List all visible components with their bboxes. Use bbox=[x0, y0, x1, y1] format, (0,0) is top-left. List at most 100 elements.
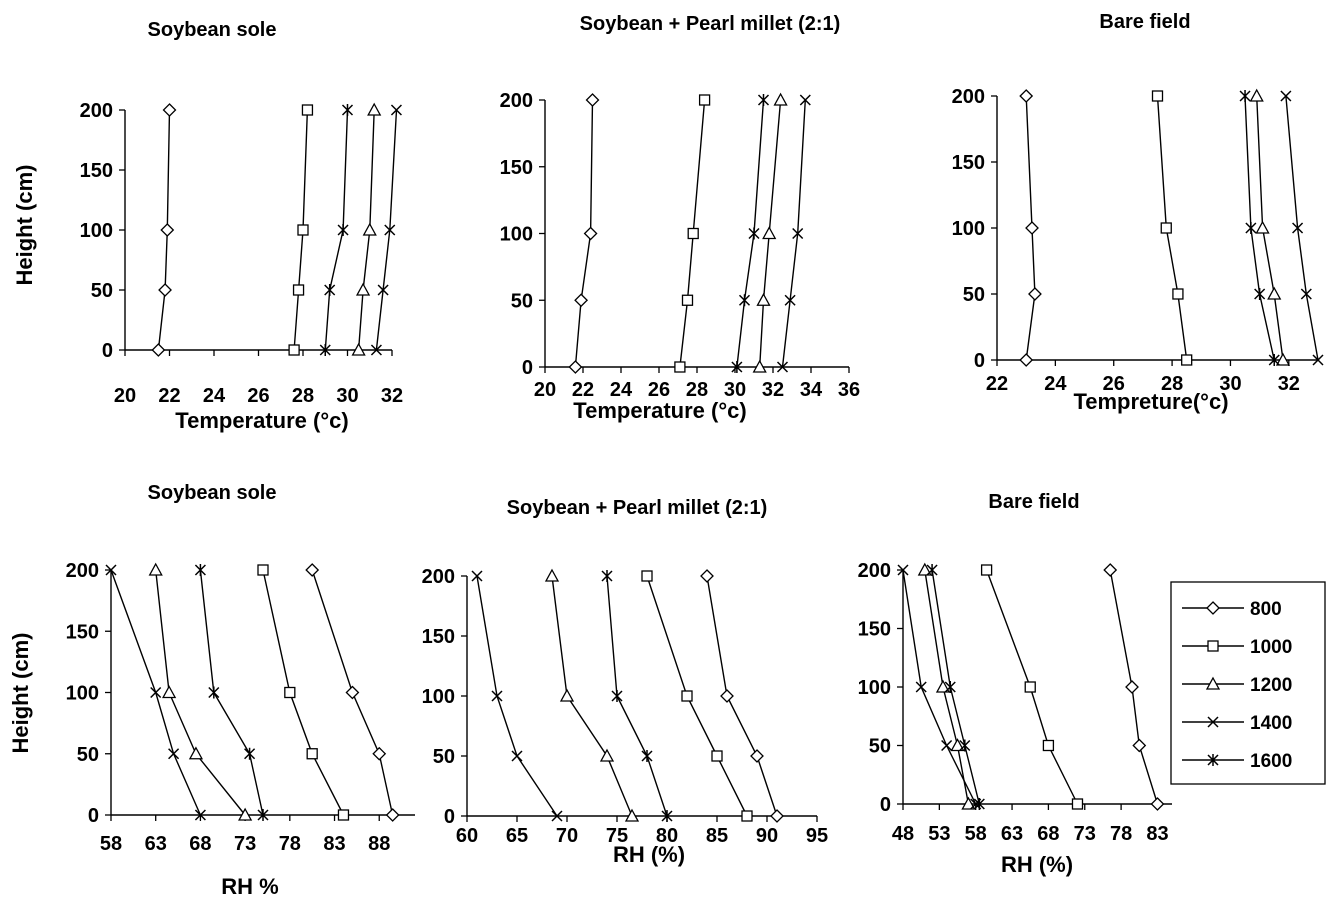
data-point bbox=[1150, 797, 1165, 811]
data-point bbox=[1280, 90, 1292, 102]
y-tick-label: 100 bbox=[80, 220, 113, 242]
legend-label: 1000 bbox=[1250, 637, 1292, 658]
x-axis-label: RH (%) bbox=[1001, 852, 1073, 877]
y-tick-label: 0 bbox=[522, 357, 533, 379]
y-tick-label: 50 bbox=[963, 284, 985, 306]
x-axis-label: RH (%) bbox=[613, 842, 685, 867]
series-line bbox=[902, 569, 977, 805]
data-point bbox=[711, 750, 723, 762]
data-point bbox=[151, 343, 166, 357]
data-point bbox=[641, 570, 653, 582]
chart-title: Soybean sole bbox=[148, 482, 277, 504]
data-point bbox=[208, 686, 220, 699]
series-800 bbox=[1019, 89, 1042, 367]
data-point bbox=[1255, 220, 1270, 234]
series-line bbox=[551, 575, 633, 817]
y-tick-label: 50 bbox=[511, 290, 533, 312]
series-1400 bbox=[370, 104, 402, 356]
data-point bbox=[160, 223, 175, 237]
data-point bbox=[750, 749, 764, 763]
data-point bbox=[568, 360, 583, 374]
data-point bbox=[1160, 222, 1172, 234]
data-point bbox=[674, 361, 686, 373]
series-line bbox=[679, 99, 706, 368]
legend-entry-1400: 1400 bbox=[1182, 713, 1292, 734]
data-point bbox=[105, 564, 117, 576]
series-line bbox=[1025, 95, 1036, 361]
series-1200 bbox=[351, 102, 382, 356]
y-tick-label: 100 bbox=[500, 224, 533, 246]
legend-marker bbox=[1207, 754, 1219, 766]
y-tick-label: 100 bbox=[422, 686, 455, 708]
data-point bbox=[770, 809, 784, 823]
series-line bbox=[759, 99, 782, 368]
chart-panel-3: Bare field 0 50 100 150 200 22 24 26 28 30 32 Tempre… bbox=[952, 11, 1324, 414]
legend-marker bbox=[1205, 676, 1221, 690]
data-point bbox=[599, 748, 615, 762]
x-tick-label: 68 bbox=[189, 833, 211, 855]
x-tick-label: 58 bbox=[965, 823, 987, 845]
y-tick-label: 200 bbox=[66, 560, 99, 582]
data-point bbox=[720, 689, 734, 703]
data-point bbox=[731, 361, 743, 373]
data-point bbox=[188, 746, 204, 760]
series-line bbox=[931, 569, 980, 805]
series-800 bbox=[305, 563, 400, 822]
x-tick-label: 75 bbox=[606, 825, 628, 847]
x-axis-label: Temperature (°c) bbox=[573, 398, 746, 423]
y-tick-label: 200 bbox=[500, 90, 533, 112]
x-tick-label: 28 bbox=[686, 379, 708, 401]
x-tick-label: 53 bbox=[928, 823, 950, 845]
x-tick-label: 36 bbox=[838, 379, 860, 401]
y-tick-label: 0 bbox=[974, 350, 985, 372]
data-point bbox=[601, 570, 613, 582]
series-1600 bbox=[731, 94, 770, 373]
y-tick-label: 0 bbox=[880, 794, 891, 816]
data-point bbox=[944, 681, 956, 693]
x-tick-label: 63 bbox=[145, 833, 167, 855]
x-axis-label: RH % bbox=[221, 874, 278, 899]
x-tick-label: 78 bbox=[279, 833, 301, 855]
data-point bbox=[471, 570, 483, 582]
series-line bbox=[357, 109, 375, 351]
data-point bbox=[511, 750, 523, 762]
data-point bbox=[390, 104, 402, 116]
x-tick-label: 83 bbox=[1146, 823, 1168, 845]
data-point bbox=[792, 227, 804, 240]
data-point bbox=[162, 103, 177, 117]
x-tick-label: 28 bbox=[1161, 373, 1183, 395]
x-tick-label: 58 bbox=[100, 833, 122, 855]
series-1400 bbox=[1280, 90, 1324, 366]
data-point bbox=[661, 810, 673, 822]
data-point bbox=[362, 222, 377, 236]
data-point bbox=[950, 738, 965, 752]
data-point bbox=[681, 690, 693, 702]
x-tick-label: 30 bbox=[724, 379, 746, 401]
data-point bbox=[319, 344, 331, 356]
x-tick-label: 63 bbox=[1001, 823, 1023, 845]
series-1600 bbox=[601, 570, 673, 822]
data-point bbox=[1300, 288, 1312, 300]
series-1000 bbox=[980, 564, 1084, 810]
y-tick-label: 150 bbox=[66, 621, 99, 643]
chart-title: Soybean + Pearl millet (2:1) bbox=[580, 13, 841, 35]
series-1000 bbox=[1151, 90, 1193, 366]
data-point bbox=[762, 226, 777, 240]
data-point bbox=[776, 361, 789, 373]
data-point bbox=[961, 796, 976, 810]
data-point bbox=[1028, 287, 1042, 301]
data-point bbox=[1019, 89, 1034, 103]
data-point bbox=[491, 690, 503, 702]
x-tick-label: 95 bbox=[806, 825, 828, 847]
data-point bbox=[544, 568, 560, 582]
x-tick-label: 90 bbox=[756, 825, 778, 847]
series-line bbox=[706, 575, 778, 817]
chart-panel-6: Bare field 0 50 100 150 200 48 53 58 63 68 73 78 83 RH… bbox=[858, 491, 1172, 877]
x-tick-label: 24 bbox=[1044, 373, 1067, 395]
chart-title: Bare field bbox=[1099, 11, 1190, 33]
x-tick-label: 24 bbox=[203, 385, 226, 407]
data-point bbox=[1254, 288, 1266, 300]
y-tick-label: 150 bbox=[858, 619, 891, 641]
x-tick-label: 85 bbox=[706, 825, 728, 847]
y-axis-label: Height (cm) bbox=[12, 165, 37, 286]
